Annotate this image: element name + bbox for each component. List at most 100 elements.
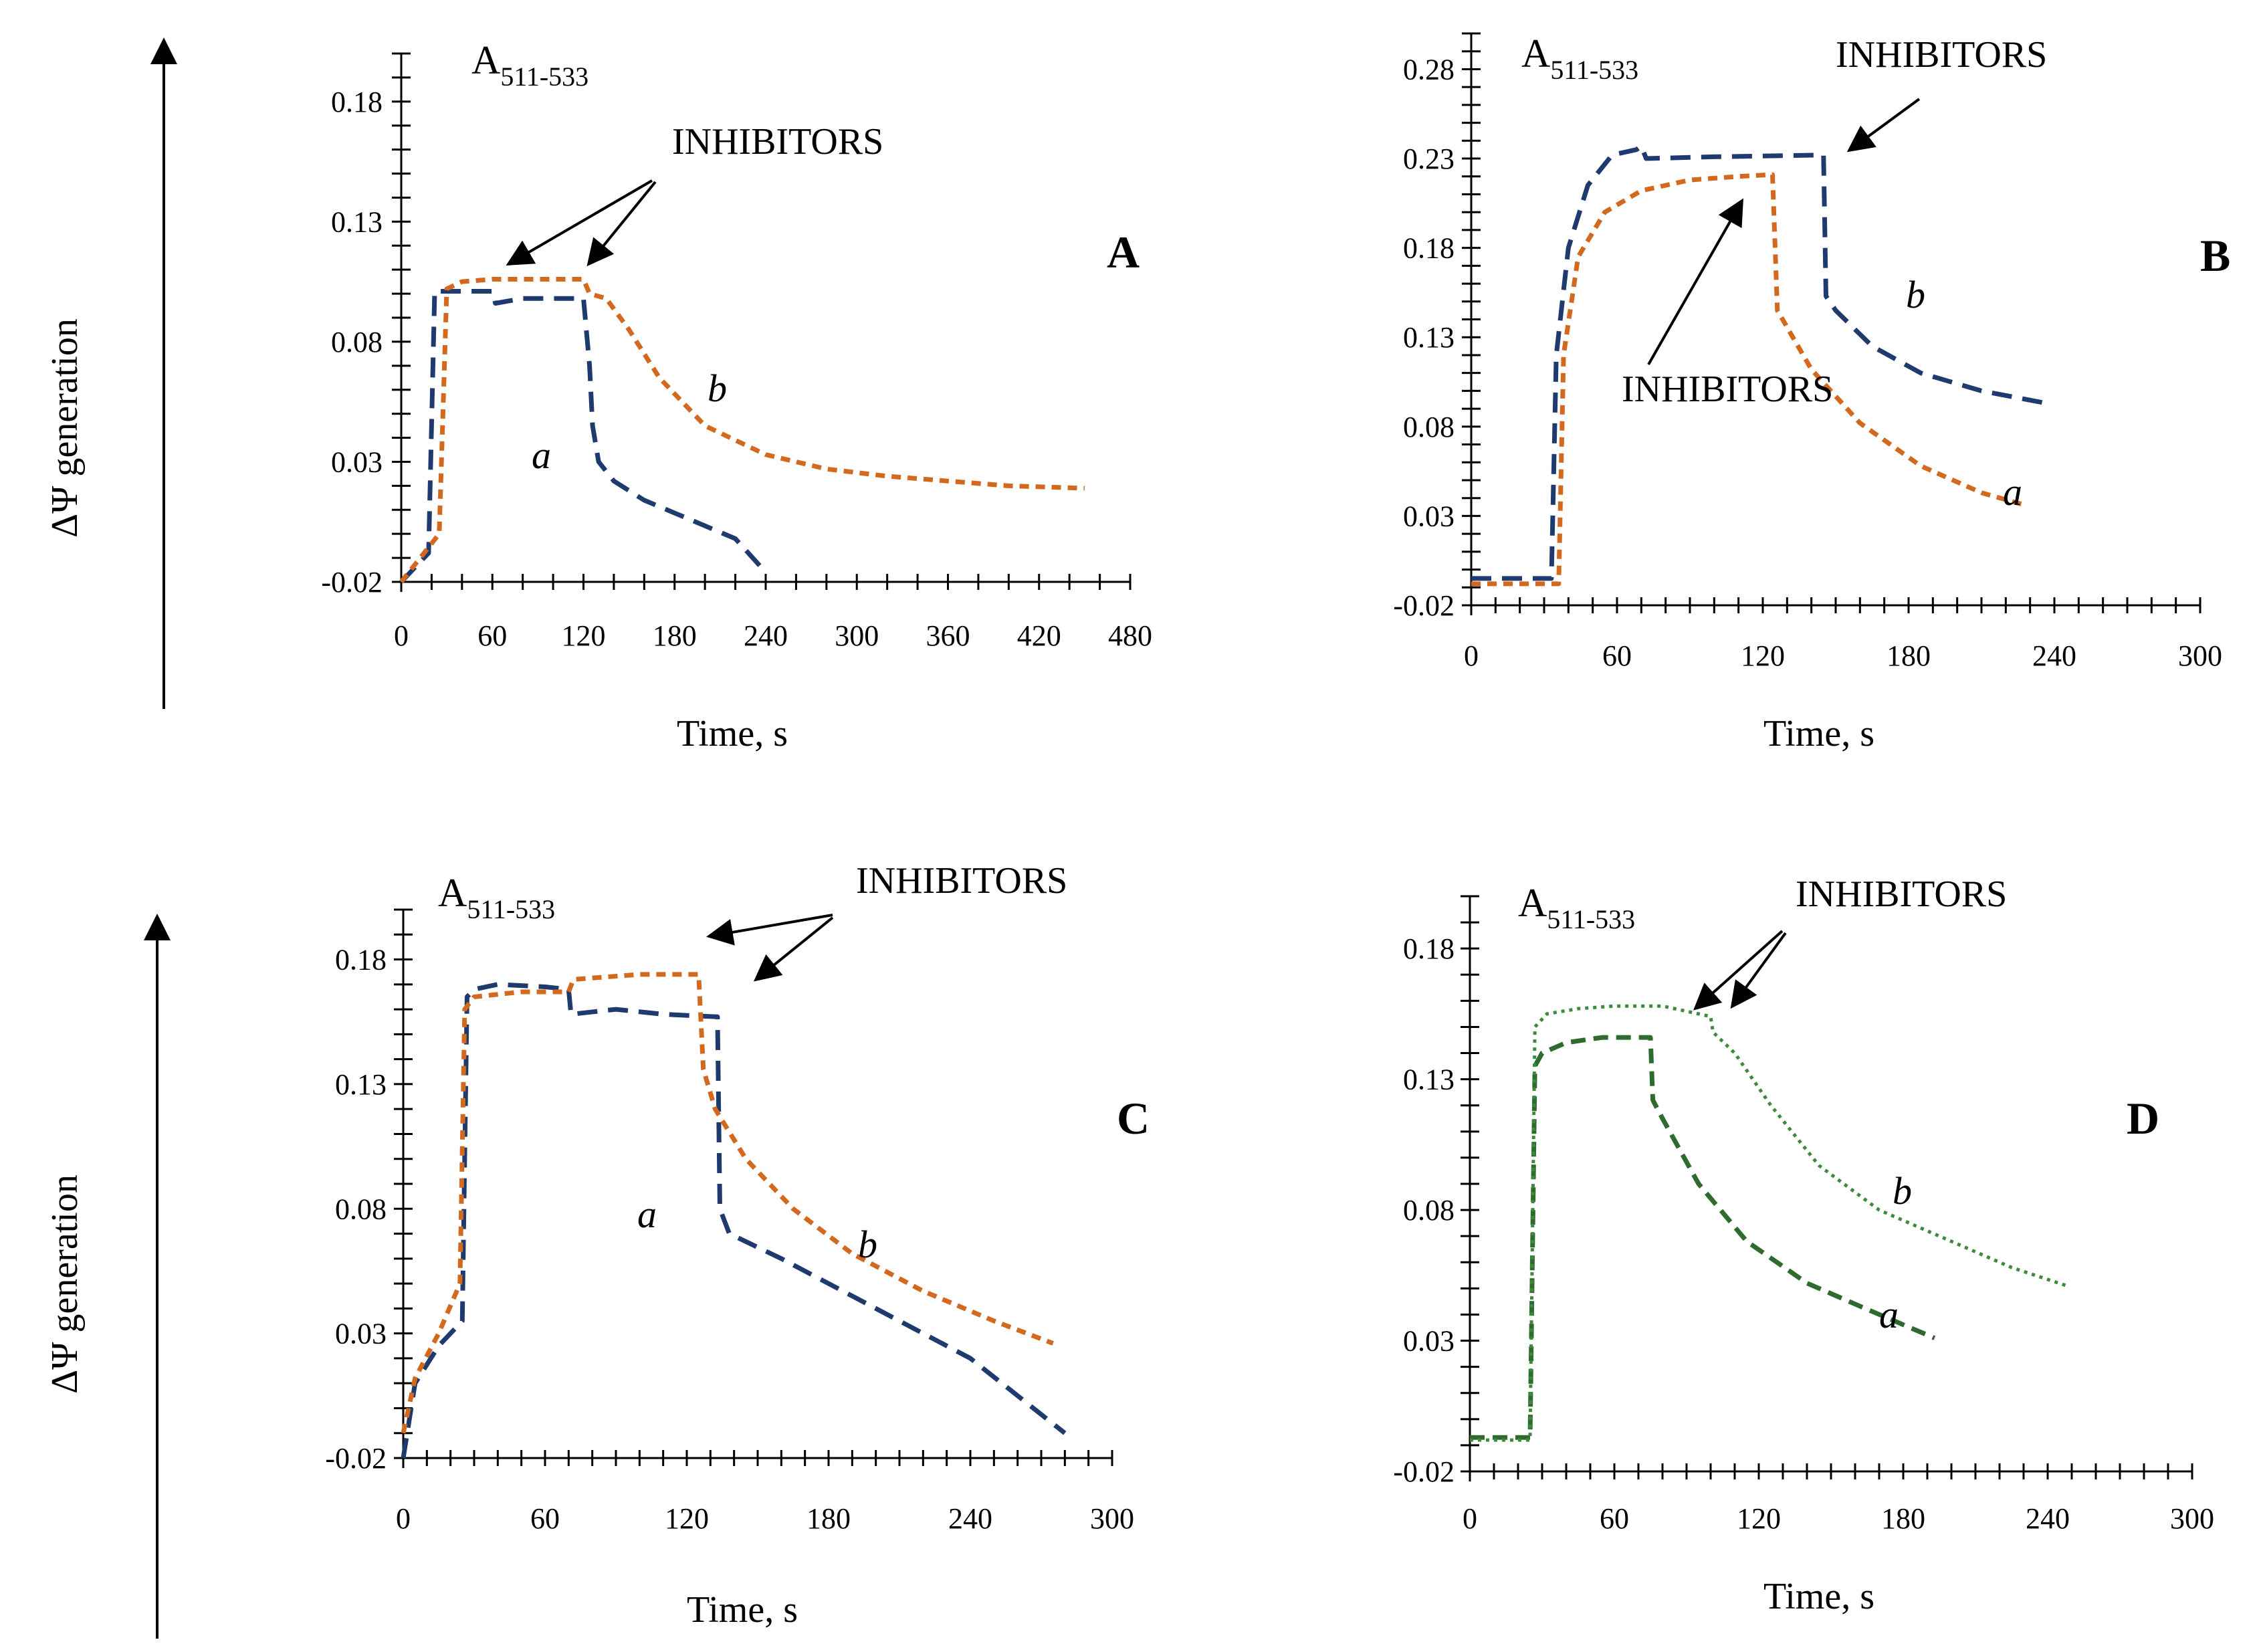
panel-C: 0 60 120 180 240 300 -0.02 0.03 0.08 0.13 0.18 C A… <box>325 860 1150 1631</box>
panel-A-curve-label-a: a <box>532 433 551 477</box>
panel-C-inhibitor-arrow-2 <box>753 916 834 982</box>
y-axis-title-top: ΔΨ generation <box>44 318 86 538</box>
panel-D-absorbance-main: A <box>1518 881 1547 925</box>
panel-A-ticks: 0 60 120 180 240 300 360 420 480 -0.02 0.03 0.08 0.1… <box>321 52 1152 652</box>
panel-A-absorbance-main: A <box>471 38 500 82</box>
panel-B-curve-label-a: a <box>2003 470 2022 514</box>
panel-B-y-tick-label: 0.08 <box>1403 411 1455 443</box>
panel-B-x-tick-label: 0 <box>1464 639 1479 672</box>
panel-B-x-tick-label: 240 <box>2032 639 2076 672</box>
panel-D-x-tick-label: 300 <box>2170 1502 2214 1535</box>
panel-D-ticks: 0 60 120 180 240 300 -0.02 0.03 0.08 0.13 0.18 <box>1393 895 2214 1535</box>
panel-D-x-tick-label: 120 <box>1737 1502 1781 1535</box>
panel-D-inhibitor-arrow-2 <box>1730 932 1787 1009</box>
panel-C-ticks: 0 60 120 180 240 300 -0.02 0.03 0.08 0.13 0.18 <box>325 908 1134 1535</box>
panel-D-x-tick-label: 0 <box>1463 1502 1477 1535</box>
panel-A-letter: A <box>1107 227 1140 278</box>
panel-C-x-tick-label: 0 <box>396 1502 411 1535</box>
y-axis-title-bottom: ΔΨ generation <box>44 1174 86 1394</box>
panel-B-series-a-line <box>1471 172 2026 587</box>
panel-B-inhibitor-arrow-top <box>1846 98 1921 152</box>
panel-A-inhibitor-arrow-2 <box>586 181 657 267</box>
panel-B-y-tick-label: 0.23 <box>1403 142 1455 175</box>
panel-D-letter: D <box>2127 1093 2159 1144</box>
panel-D-absorbance-label: A511-533 <box>1518 881 1635 934</box>
panel-B-series <box>1471 143 2048 587</box>
panel-A-xlabel: Time, s <box>677 713 788 754</box>
panel-A-series <box>399 277 1085 584</box>
panel-A-y-tick-label: 0.13 <box>331 205 383 238</box>
panel-A-x-tick-label: 0 <box>394 619 409 652</box>
panel-A-x-tick-label: 420 <box>1017 619 1061 652</box>
panel-A-y-tick-label: 0.08 <box>331 326 383 358</box>
panel-A-series-a-line <box>399 289 768 584</box>
panel-A: 0 60 120 180 240 300 360 420 480 -0.02 0.03 0.08 0.1… <box>321 38 1152 754</box>
panel-A-curve-label-b: b <box>708 367 727 410</box>
panel-D: 0 60 120 180 240 300 -0.02 0.03 0.08 0.13 0.18 D A… <box>1393 873 2214 1617</box>
panel-B-xlabel: Time, s <box>1763 713 1874 754</box>
panel-C-letter: C <box>1117 1093 1150 1144</box>
panel-B: 0 60 120 180 240 300 -0.02 0.03 0.08 0.13 0.18 0.23… <box>1393 31 2230 754</box>
panel-A-x-tick-label: 300 <box>835 619 879 652</box>
panel-A-y-tick-label: 0.18 <box>331 86 383 118</box>
panel-C-absorbance-sub: 511-533 <box>467 894 555 924</box>
panel-B-ticks: 0 60 120 180 240 300 -0.02 0.03 0.08 0.13 0.18 0.23… <box>1393 32 2222 672</box>
panel-C-absorbance-main: A <box>438 871 467 915</box>
panel-B-inhibitors-label-top: INHIBITORS <box>1836 34 2047 76</box>
panel-B-inhibitors-label-bottom: INHIBITORS <box>1622 369 1833 410</box>
panel-D-xlabel: Time, s <box>1763 1576 1874 1617</box>
panel-C-absorbance-label: A511-533 <box>438 871 555 924</box>
panel-A-x-tick-label: 60 <box>477 619 507 652</box>
panel-C-series-b-line <box>401 972 1054 1434</box>
panel-A-x-tick-label: 240 <box>744 619 788 652</box>
panel-C-y-tick-label: 0.03 <box>335 1318 387 1350</box>
panel-C-inhibitors-label: INHIBITORS <box>856 860 1067 902</box>
panel-B-y-tick-label: -0.02 <box>1393 589 1455 622</box>
panel-D-series-a-line <box>1470 1035 1936 1440</box>
panel-C-y-tick-label: 0.08 <box>335 1193 387 1225</box>
panel-C-series <box>401 972 1067 1459</box>
panel-D-absorbance-sub: 511-533 <box>1547 904 1635 934</box>
panel-C-inhibitor-arrow-1 <box>706 914 833 946</box>
panel-D-y-tick-label: 0.08 <box>1403 1194 1455 1227</box>
panel-D-inhibitors-label: INHIBITORS <box>1796 873 2007 915</box>
panel-D-x-tick-label: 180 <box>1881 1502 1925 1535</box>
panel-B-absorbance-sub: 511-533 <box>1550 55 1638 85</box>
panel-A-x-tick-label: 180 <box>653 619 697 652</box>
panel-D-x-tick-label: 60 <box>1600 1502 1629 1535</box>
panel-A-absorbance-label: A511-533 <box>471 38 588 92</box>
panel-A-absorbance-sub: 511-533 <box>500 62 588 92</box>
panel-B-y-tick-label: 0.13 <box>1403 321 1455 354</box>
panel-B-curve-label-b: b <box>1906 273 1925 316</box>
panel-B-axes <box>1470 33 2200 615</box>
panel-C-x-tick-label: 60 <box>530 1502 560 1535</box>
panel-D-series <box>1470 1004 2068 1442</box>
panel-D-y-tick-label: 0.03 <box>1403 1325 1455 1358</box>
panel-C-curve-label-a: a <box>637 1193 657 1236</box>
panel-D-y-tick-label: 0.18 <box>1403 932 1455 965</box>
panel-D-curve-label-a: a <box>1879 1293 1899 1336</box>
panel-C-curve-label-b: b <box>858 1223 877 1266</box>
panel-C-x-tick-label: 300 <box>1090 1502 1134 1535</box>
panel-B-absorbance-label: A511-533 <box>1521 31 1638 85</box>
panel-B-inhibitor-arrow-bottom <box>1647 198 1743 365</box>
panel-C-x-tick-label: 120 <box>665 1502 709 1535</box>
panel-B-x-tick-label: 120 <box>1741 639 1785 672</box>
panel-C-x-tick-label: 180 <box>806 1502 851 1535</box>
panel-A-inhibitor-arrow-1 <box>506 179 653 266</box>
panel-B-series-b-line <box>1471 143 2048 581</box>
panel-C-y-tick-label: 0.13 <box>335 1068 387 1101</box>
panel-D-y-tick-label: -0.02 <box>1393 1455 1455 1488</box>
panel-C-y-tick-label: -0.02 <box>325 1442 387 1475</box>
panel-B-x-tick-label: 180 <box>1887 639 1931 672</box>
panel-B-absorbance-main: A <box>1521 31 1550 76</box>
panel-A-y-tick-label: -0.02 <box>321 566 383 599</box>
panel-B-x-tick-label: 60 <box>1602 639 1632 672</box>
panel-A-x-tick-label: 120 <box>562 619 606 652</box>
panel-A-x-tick-label: 360 <box>926 619 970 652</box>
panel-A-x-tick-label: 480 <box>1108 619 1152 652</box>
panel-D-axes <box>1469 896 2192 1481</box>
panel-D-curve-label-b: b <box>1893 1169 1912 1213</box>
panel-B-x-tick-label: 300 <box>2178 639 2222 672</box>
panel-B-y-tick-label: 0.18 <box>1403 232 1455 265</box>
